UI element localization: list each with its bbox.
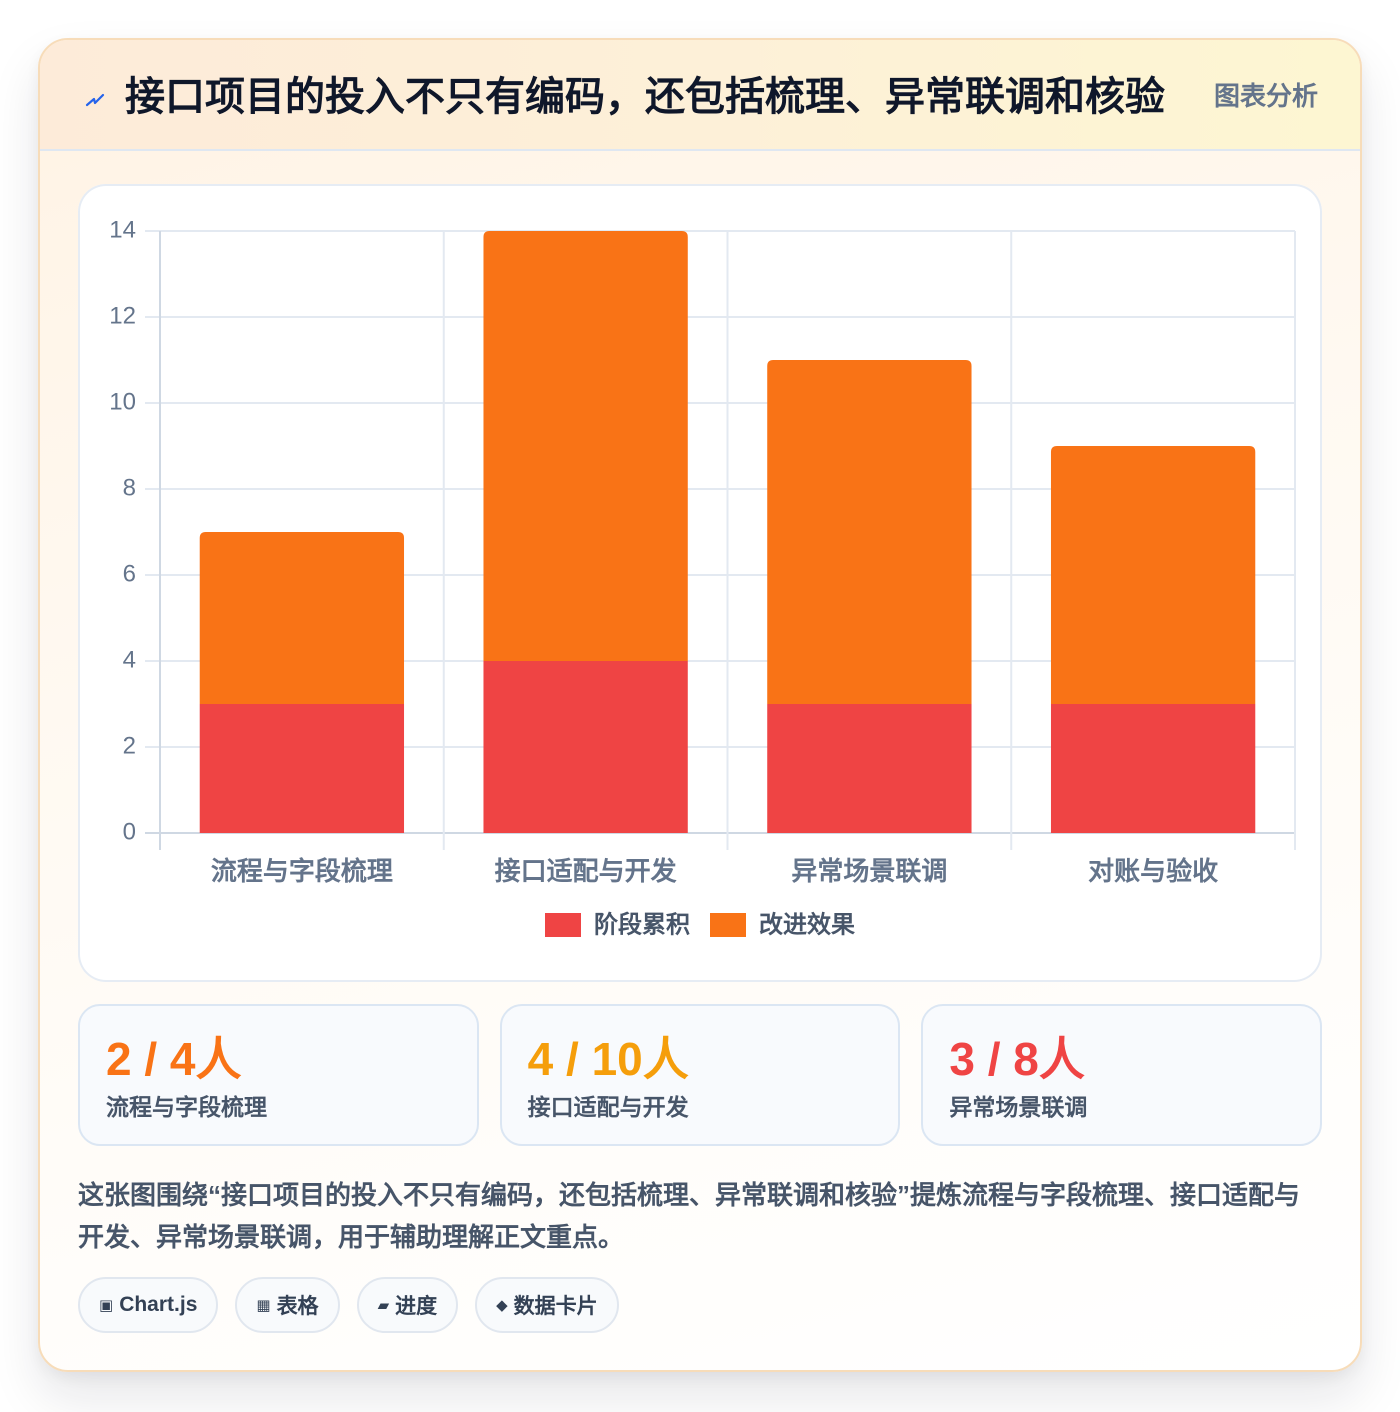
stat-cards: 2 / 4人 流程与字段梳理 4 / 10人 接口适配与开发 3 / 8人 异常… — [78, 1004, 1323, 1146]
stat-label: 接口适配与开发 — [527, 1094, 689, 1120]
chart-container: 0 2 4 6 8 10 12 14 流程与字段梳理 接口适配与开发 异常场景联调 对账与验收阶段累积… — [78, 184, 1322, 982]
y-tick-label: 10 — [109, 388, 136, 415]
x-tick-label: 接口适配与开发 — [495, 856, 677, 886]
y-tick-label: 6 — [123, 560, 136, 587]
bar-segment-series1-category1 — [199, 704, 405, 833]
stat-value: 2 / 4人 — [106, 1033, 242, 1085]
x-tick-label: 流程与字段梳理 — [211, 856, 393, 886]
stat-card: 3 / 8人 异常场景联调 — [921, 1004, 1323, 1146]
y-tick-label: 2 — [123, 732, 136, 759]
page-title: 接口项目的投入不只有编码，还包括梳理、异常联调和核验 — [125, 75, 1165, 119]
legend-swatch-1 — [545, 913, 581, 937]
chart-icon: ▣ — [99, 1296, 114, 1314]
y-tick-label: 12 — [109, 302, 136, 329]
tag-table: ▦ 表格 — [235, 1277, 340, 1333]
tag-progress: ▰ 进度 — [356, 1277, 459, 1333]
bar-segment-series1-category3 — [767, 704, 972, 833]
x-tick-label: 对账与验收 — [1088, 856, 1218, 886]
bar-segment-series1-category4 — [1050, 704, 1256, 833]
bar-segment-series2-category1 — [199, 532, 405, 704]
tag-label: Chart.js — [119, 1293, 198, 1316]
tag-chartjs: ▣ Chart.js — [78, 1277, 219, 1333]
tag-data-card: ◆ 数据卡片 — [475, 1277, 619, 1333]
chart-card: 接口项目的投入不只有编码，还包括梳理、异常联调和核验 图表分析 0 2 4 6 8 10 1… — [38, 38, 1362, 1372]
tag-list: ▣ Chart.js ▦ 表格 ▰ 进度 ◆ 数据卡片 — [78, 1277, 619, 1333]
lightning-icon — [85, 93, 105, 107]
tag-label: 进度 — [395, 1295, 438, 1318]
y-tick-label: 4 — [123, 646, 136, 673]
stat-label: 异常场景联调 — [949, 1094, 1088, 1120]
bar-segment-series2-category4 — [1050, 446, 1256, 704]
progress-icon: ▰ — [377, 1296, 390, 1314]
tag-label: 表格 — [276, 1295, 319, 1318]
stacked-bar-chart: 0 2 4 6 8 10 12 14 流程与字段梳理 接口适配与开发 异常场景联调 对账与验收阶段累积… — [109, 216, 1296, 939]
stat-label: 流程与字段梳理 — [106, 1094, 267, 1120]
card-header: 接口项目的投入不只有编码，还包括梳理、异常联调和核验 图表分析 — [40, 40, 1360, 151]
stat-card: 4 / 10人 接口适配与开发 — [499, 1004, 901, 1146]
table-icon: ▦ — [256, 1296, 271, 1314]
chart-analysis-badge: 图表分析 — [1213, 81, 1318, 111]
data-card-icon: ◆ — [496, 1296, 508, 1314]
y-tick-label: 8 — [123, 474, 136, 501]
legend-swatch-2 — [710, 913, 746, 937]
stat-value: 4 / 10人 — [527, 1033, 689, 1085]
bar-segment-series2-category3 — [767, 360, 972, 704]
bar-segment-series1-category2 — [483, 661, 688, 833]
tag-label: 数据卡片 — [513, 1295, 598, 1318]
y-tick-label: 0 — [123, 818, 136, 845]
legend-label-2: 改进效果 — [759, 911, 855, 939]
chart-description: 这张图围绕“接口项目的投入不只有编码，还包括梳理、异常联调和核验”提炼流程与字段… — [78, 1180, 1301, 1252]
bar-segment-series2-category2 — [483, 231, 688, 661]
legend-label-1: 阶段累积 — [594, 911, 690, 939]
stat-card: 2 / 4人 流程与字段梳理 — [78, 1004, 479, 1146]
stat-value: 3 / 8人 — [949, 1033, 1085, 1085]
x-tick-label: 异常场景联调 — [791, 856, 947, 886]
y-tick-label: 14 — [109, 216, 136, 243]
